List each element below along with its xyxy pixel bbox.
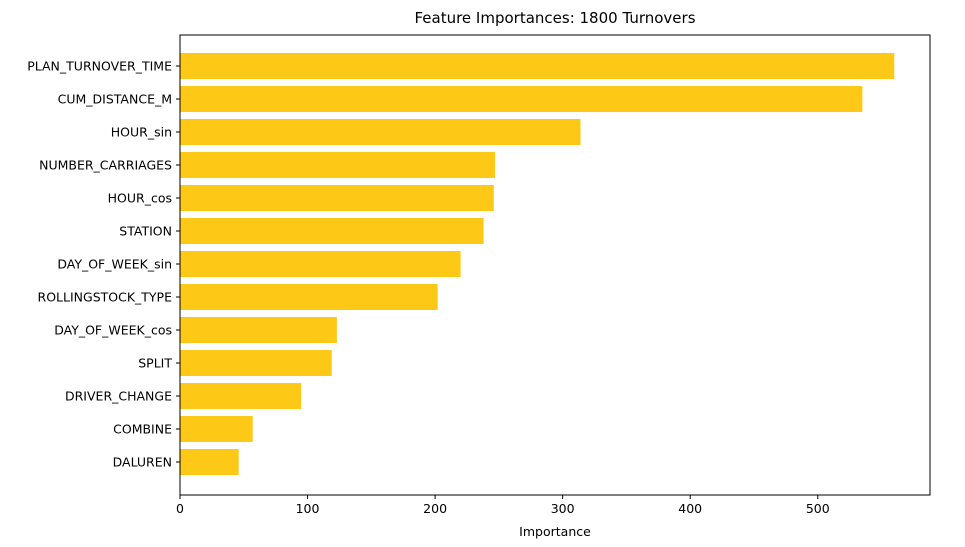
y-tick-label: PLAN_TURNOVER_TIME [27, 59, 172, 74]
bar-rollingstock-type [180, 284, 438, 310]
x-tick-label: 300 [551, 501, 575, 516]
y-tick-label: DALUREN [113, 455, 172, 470]
bar-hour-cos [180, 185, 494, 211]
bar-cum-distance-m [180, 86, 863, 112]
bar-day-of-week-cos [180, 317, 337, 343]
x-axis-label: Importance [519, 524, 591, 539]
x-tick-label: 400 [678, 501, 702, 516]
bars-group [180, 53, 895, 475]
x-tick-label: 200 [423, 501, 447, 516]
y-axis-ticks: PLAN_TURNOVER_TIME CUM_DISTANCE_M HOUR_sin… [27, 59, 180, 470]
bar-station [180, 218, 484, 244]
y-tick-label: ROLLINGSTOCK_TYPE [38, 290, 173, 305]
y-tick-label: NUMBER_CARRIAGES [39, 158, 172, 173]
y-tick-label: HOUR_cos [108, 191, 172, 206]
chart-title: Feature Importances: 1800 Turnovers [414, 9, 695, 27]
x-tick-label: 0 [176, 501, 184, 516]
bar-driver-change [180, 383, 302, 409]
y-tick-label: DAY_OF_WEEK_cos [54, 323, 172, 338]
bar-daluren [180, 449, 239, 475]
bar-plan-turnover-time [180, 53, 895, 79]
bar-day-of-week-sin [180, 251, 461, 277]
y-tick-label: HOUR_sin [111, 125, 172, 140]
y-tick-label: DAY_OF_WEEK_sin [57, 257, 172, 272]
bar-split [180, 350, 332, 376]
bar-combine [180, 416, 253, 442]
y-tick-label: COMBINE [113, 422, 172, 437]
x-axis-ticks: 0 100 200 300 400 500 [176, 495, 830, 516]
y-tick-label: CUM_DISTANCE_M [58, 92, 172, 107]
x-tick-label: 100 [296, 501, 320, 516]
x-tick-label: 500 [806, 501, 830, 516]
y-tick-label: SPLIT [138, 356, 172, 371]
y-tick-label: STATION [119, 224, 172, 239]
bar-number-carriages [180, 152, 496, 178]
y-tick-label: DRIVER_CHANGE [65, 389, 172, 404]
bar-hour-sin [180, 119, 581, 145]
plot-frame [179, 34, 931, 496]
